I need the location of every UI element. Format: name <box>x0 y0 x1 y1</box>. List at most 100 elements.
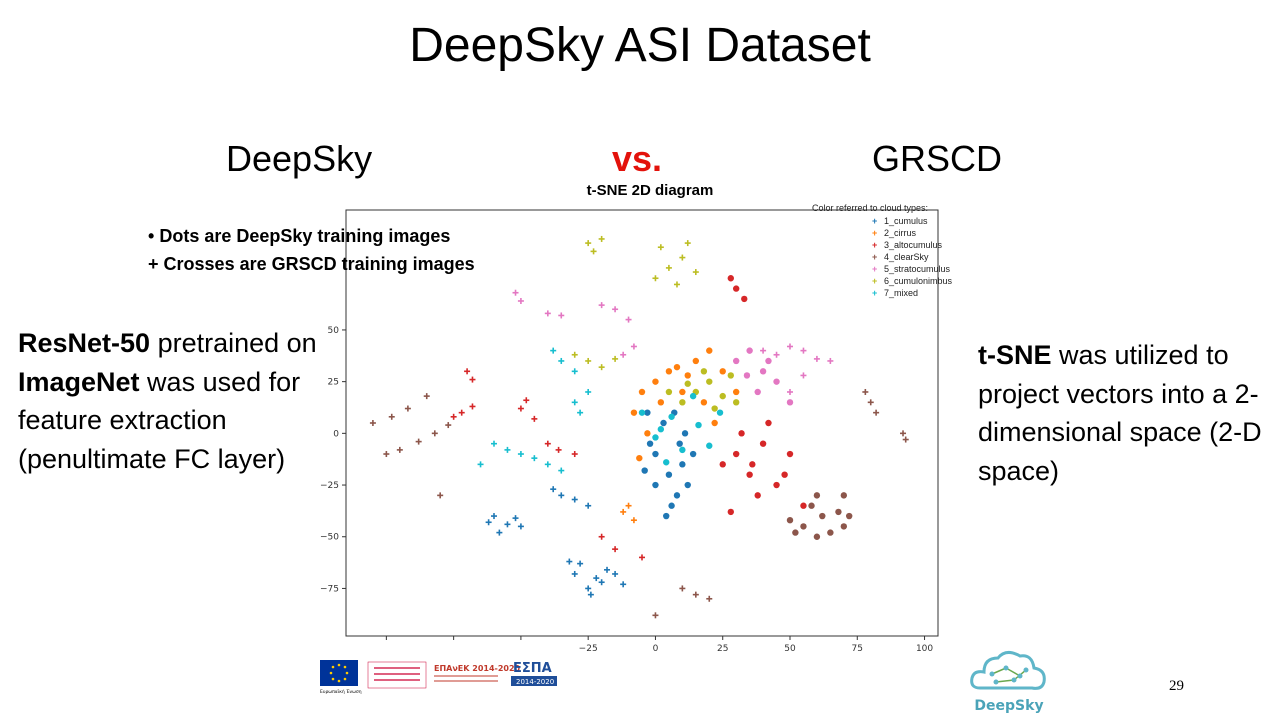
dot-point <box>773 481 780 489</box>
cross-point <box>692 591 699 598</box>
cross-point <box>625 502 632 509</box>
cross-point <box>652 612 659 619</box>
dot-point <box>660 419 667 427</box>
cross-point <box>531 455 538 462</box>
cross-point <box>800 347 807 354</box>
chart-title: t-SNE 2D diagram <box>586 182 714 199</box>
dot-point <box>732 357 740 365</box>
dot-point <box>673 363 681 371</box>
dot-point <box>765 357 772 365</box>
plot-frame <box>345 209 939 637</box>
grscd-label: GRSCD <box>872 138 1003 179</box>
cross-point <box>692 269 699 276</box>
dot-point <box>716 409 724 416</box>
cross-point <box>612 355 619 362</box>
cross-point <box>679 254 686 261</box>
cross-point <box>469 376 476 383</box>
cross-point <box>558 492 565 499</box>
dot-point <box>727 508 734 516</box>
series-5_stratocumulus <box>512 289 834 406</box>
cross-point <box>566 558 573 565</box>
dot-point <box>786 516 794 524</box>
dot-point <box>689 450 697 458</box>
slide-title: DeepSky ASI Dataset <box>409 19 871 72</box>
espa-years: 2014-2020 <box>516 678 554 686</box>
cross-point <box>544 310 551 317</box>
legend-item: +4_clearSky <box>812 251 952 263</box>
cross-point <box>760 347 767 354</box>
cross-point <box>800 372 807 379</box>
cross-point <box>585 240 592 247</box>
dot-point <box>749 461 756 468</box>
dot-point <box>665 471 673 478</box>
cross-point <box>577 560 584 567</box>
dot-point <box>743 372 751 379</box>
cross-point <box>679 585 686 592</box>
cross-point <box>706 595 713 602</box>
dot-point <box>652 434 659 441</box>
cross-point <box>598 533 605 540</box>
dot-point <box>719 368 726 375</box>
dot-point <box>773 378 780 385</box>
cross-point <box>585 357 592 364</box>
cross-point <box>517 523 524 530</box>
x-tick-label: 25 <box>717 644 728 654</box>
cross-point <box>504 521 511 528</box>
dot-point <box>668 413 675 420</box>
cross-point <box>496 529 503 536</box>
cross-point <box>902 436 909 443</box>
legend-items: +1_cumulus +2_cirrus +3_altocumulus +4_clea… <box>812 215 952 299</box>
cross-point <box>598 302 605 309</box>
epanek-text: ΕΠΑνΕΚ 2014-2020 <box>434 664 521 673</box>
dot-point <box>646 440 654 447</box>
cross-point <box>867 399 874 406</box>
dot-point <box>689 392 697 400</box>
legend-label: 4_clearSky <box>884 252 929 262</box>
chart-axes: −25 0 25 50 75 100 50 25 0 −25 −50 −75 <box>320 209 939 654</box>
legend-marker: + <box>872 264 878 274</box>
cross-point <box>585 388 592 395</box>
dot-point <box>706 347 713 354</box>
series-6_cumulonimbus <box>571 235 740 412</box>
legend-marker: + <box>872 288 878 298</box>
cross-point <box>571 368 578 375</box>
cross-point <box>477 461 484 468</box>
cross-point <box>625 316 632 323</box>
cross-point <box>620 508 627 515</box>
dot-point <box>732 285 740 292</box>
legend-label: 7_mixed <box>884 288 919 298</box>
dot-point <box>840 492 848 499</box>
chart-marks <box>369 235 909 619</box>
y-tick-label: −25 <box>320 481 339 491</box>
cross-point <box>523 397 530 404</box>
cross-point <box>827 357 834 364</box>
left-text-part1: pretrained on <box>150 328 317 358</box>
cross-point <box>485 519 492 526</box>
legend-marker: + <box>872 216 878 226</box>
legend-label: 5_stratocumulus <box>884 264 951 274</box>
dot-point <box>835 508 842 516</box>
cross-point <box>469 403 476 410</box>
cross-point <box>639 554 645 561</box>
x-tick-label: 50 <box>784 644 796 654</box>
dot-point <box>732 399 740 406</box>
cross-point <box>491 513 497 520</box>
cross-point <box>571 451 578 458</box>
cross-point <box>571 399 578 406</box>
legend-marker: + <box>872 228 878 238</box>
cross-point <box>665 264 672 271</box>
cross-point <box>652 275 659 282</box>
dot-point <box>719 392 726 400</box>
cross-point <box>544 440 551 447</box>
dot-point <box>684 481 691 489</box>
dot-point <box>732 450 740 458</box>
page-number: 29 <box>1169 678 1184 694</box>
cross-point <box>813 355 820 362</box>
dot-point <box>638 388 646 396</box>
eu-stars-icon <box>329 663 349 683</box>
dot-point <box>679 388 686 396</box>
cross-point <box>598 364 605 371</box>
cross-point <box>612 306 619 313</box>
dot-point <box>700 368 708 375</box>
eu-caption: Ευρωπαϊκή Ένωση <box>320 688 362 695</box>
